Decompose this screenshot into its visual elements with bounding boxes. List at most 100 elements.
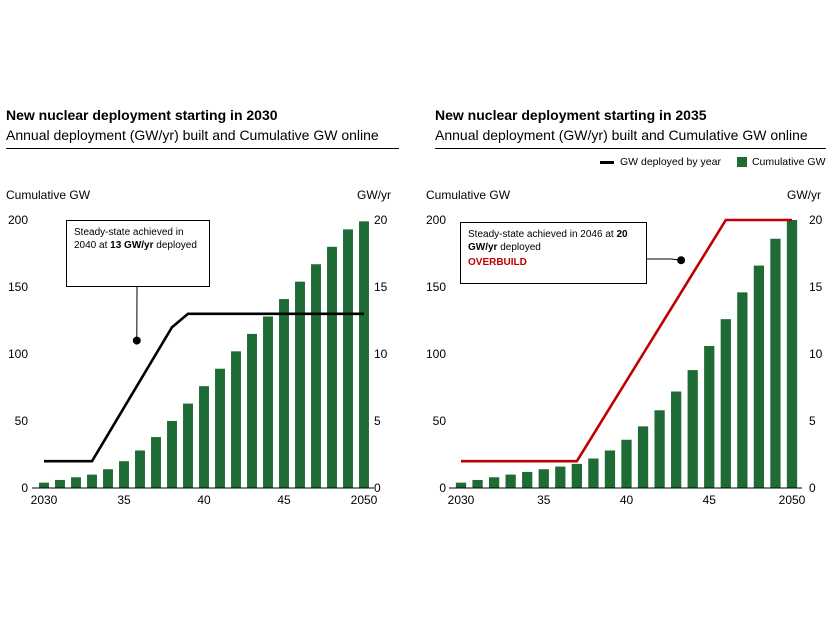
bar	[199, 386, 209, 488]
x-tick-label: 2030	[31, 493, 58, 507]
bar	[311, 264, 321, 488]
right-axis-title: GW/yr	[787, 188, 821, 202]
left-tick-label: 200	[8, 213, 28, 227]
right-title-rule	[435, 148, 826, 149]
bar	[753, 265, 765, 488]
left-tick-label: 0	[21, 481, 28, 495]
bar	[555, 466, 566, 488]
bar	[621, 439, 632, 488]
bar	[604, 450, 616, 488]
bar	[737, 292, 748, 488]
annotation-box-right: Steady-state achieved in 2046 at 20 GW/y…	[460, 222, 647, 284]
annotation-leader	[647, 258, 682, 261]
left-tick-label: 150	[8, 280, 28, 294]
bar	[687, 370, 698, 488]
annotation-text-post: deployed	[153, 239, 197, 251]
annotation-marker	[132, 336, 141, 345]
right-tick-label: 15	[374, 280, 388, 294]
annotation-text-bold: 13 GW/yr	[110, 239, 154, 251]
bar	[231, 351, 241, 488]
bar	[247, 333, 257, 488]
bar	[119, 461, 129, 488]
x-tick-label: 35	[117, 493, 131, 507]
left-panel-title: New nuclear deployment starting in 2030	[6, 107, 278, 123]
right-tick-label: 20	[809, 213, 823, 227]
bar	[87, 474, 97, 488]
right-panel-subtitle: Annual deployment (GW/yr) built and Cumu…	[435, 127, 808, 143]
annotation-text-post: deployed	[497, 241, 541, 253]
left-tick-label: 100	[426, 347, 446, 361]
x-tick-label: 40	[197, 493, 211, 507]
chart-left: 0 50 100 150 200 0 5 10 15 20 2030 35 40 45 2050	[8, 213, 388, 507]
x-tick-label: 40	[620, 493, 634, 507]
bar	[327, 246, 337, 488]
legend-line-swatch	[600, 160, 614, 164]
x-tick-label: 45	[277, 493, 291, 507]
left-title-rule	[6, 148, 399, 149]
x-tick-label: 2050	[779, 493, 806, 507]
bar	[704, 345, 715, 488]
right-tick-label: 10	[809, 347, 823, 361]
bar	[151, 437, 161, 488]
left-tick-label: 100	[8, 347, 28, 361]
bar	[103, 469, 113, 488]
x-tick-label: 2030	[448, 493, 475, 507]
right-tick-label: 20	[374, 213, 388, 227]
bar	[671, 391, 682, 488]
bar	[71, 477, 81, 488]
bar	[637, 426, 649, 488]
annotation-text-pre: Steady-state achieved in 2040 at	[74, 227, 184, 251]
bar	[343, 229, 353, 488]
bar	[263, 316, 273, 488]
right-tick-label: 0	[809, 481, 816, 495]
bar	[39, 482, 49, 488]
left-panel-subtitle: Annual deployment (GW/yr) built and Cumu…	[6, 127, 379, 143]
bar	[522, 471, 533, 488]
right-tick-label: 0	[374, 481, 381, 495]
legend-bar-swatch	[736, 157, 747, 167]
deployment-line	[44, 312, 364, 463]
legend: GW deployed by year Cumulative GW	[600, 156, 825, 168]
overbuild-warning: OVERBUILD	[468, 257, 527, 268]
bar	[359, 221, 369, 488]
right-tick-label: 15	[809, 280, 823, 294]
left-tick-label: 200	[426, 213, 446, 227]
left-axis-title: Cumulative GW	[6, 188, 91, 202]
bar	[720, 319, 731, 488]
x-tick-label: 2050	[351, 493, 378, 507]
x-tick-label: 45	[703, 493, 717, 507]
bar	[786, 220, 798, 488]
left-axis-title: Cumulative GW	[426, 188, 511, 202]
annotation-text-bold: 20 GW/yr	[468, 229, 628, 253]
right-tick-label: 5	[374, 414, 381, 428]
bar	[279, 299, 289, 488]
bar	[488, 477, 500, 488]
bar	[167, 421, 177, 488]
bar	[55, 479, 65, 488]
left-tick-label: 150	[426, 280, 446, 294]
bar	[135, 450, 145, 488]
legend-line-label: GW deployed by year	[620, 156, 721, 168]
bar	[571, 463, 582, 488]
bar	[455, 482, 467, 488]
bar	[295, 281, 305, 488]
bar	[505, 474, 516, 488]
bar	[654, 410, 665, 488]
annotation-marker	[677, 256, 686, 265]
bar	[770, 238, 781, 488]
chart-right: 0 50 100 150 200 0 5 10 15 20 2030 35 40 45 2050	[426, 213, 823, 507]
right-tick-label: 5	[809, 414, 816, 428]
left-tick-label: 0	[439, 481, 446, 495]
x-tick-label: 35	[537, 493, 551, 507]
right-axis-title: GW/yr	[357, 188, 391, 202]
annotation-box-left: Steady-state achieved in 2040 at 13 GW/y…	[66, 220, 210, 287]
left-tick-label: 50	[15, 414, 29, 428]
bar	[215, 368, 225, 488]
deployment-line	[461, 218, 792, 463]
bar	[538, 469, 549, 488]
left-tick-label: 50	[433, 414, 447, 428]
annotation-text-pre: Steady-state achieved in 2046 at	[468, 229, 617, 240]
right-panel-title: New nuclear deployment starting in 2035	[435, 107, 707, 123]
right-tick-label: 10	[374, 347, 388, 361]
